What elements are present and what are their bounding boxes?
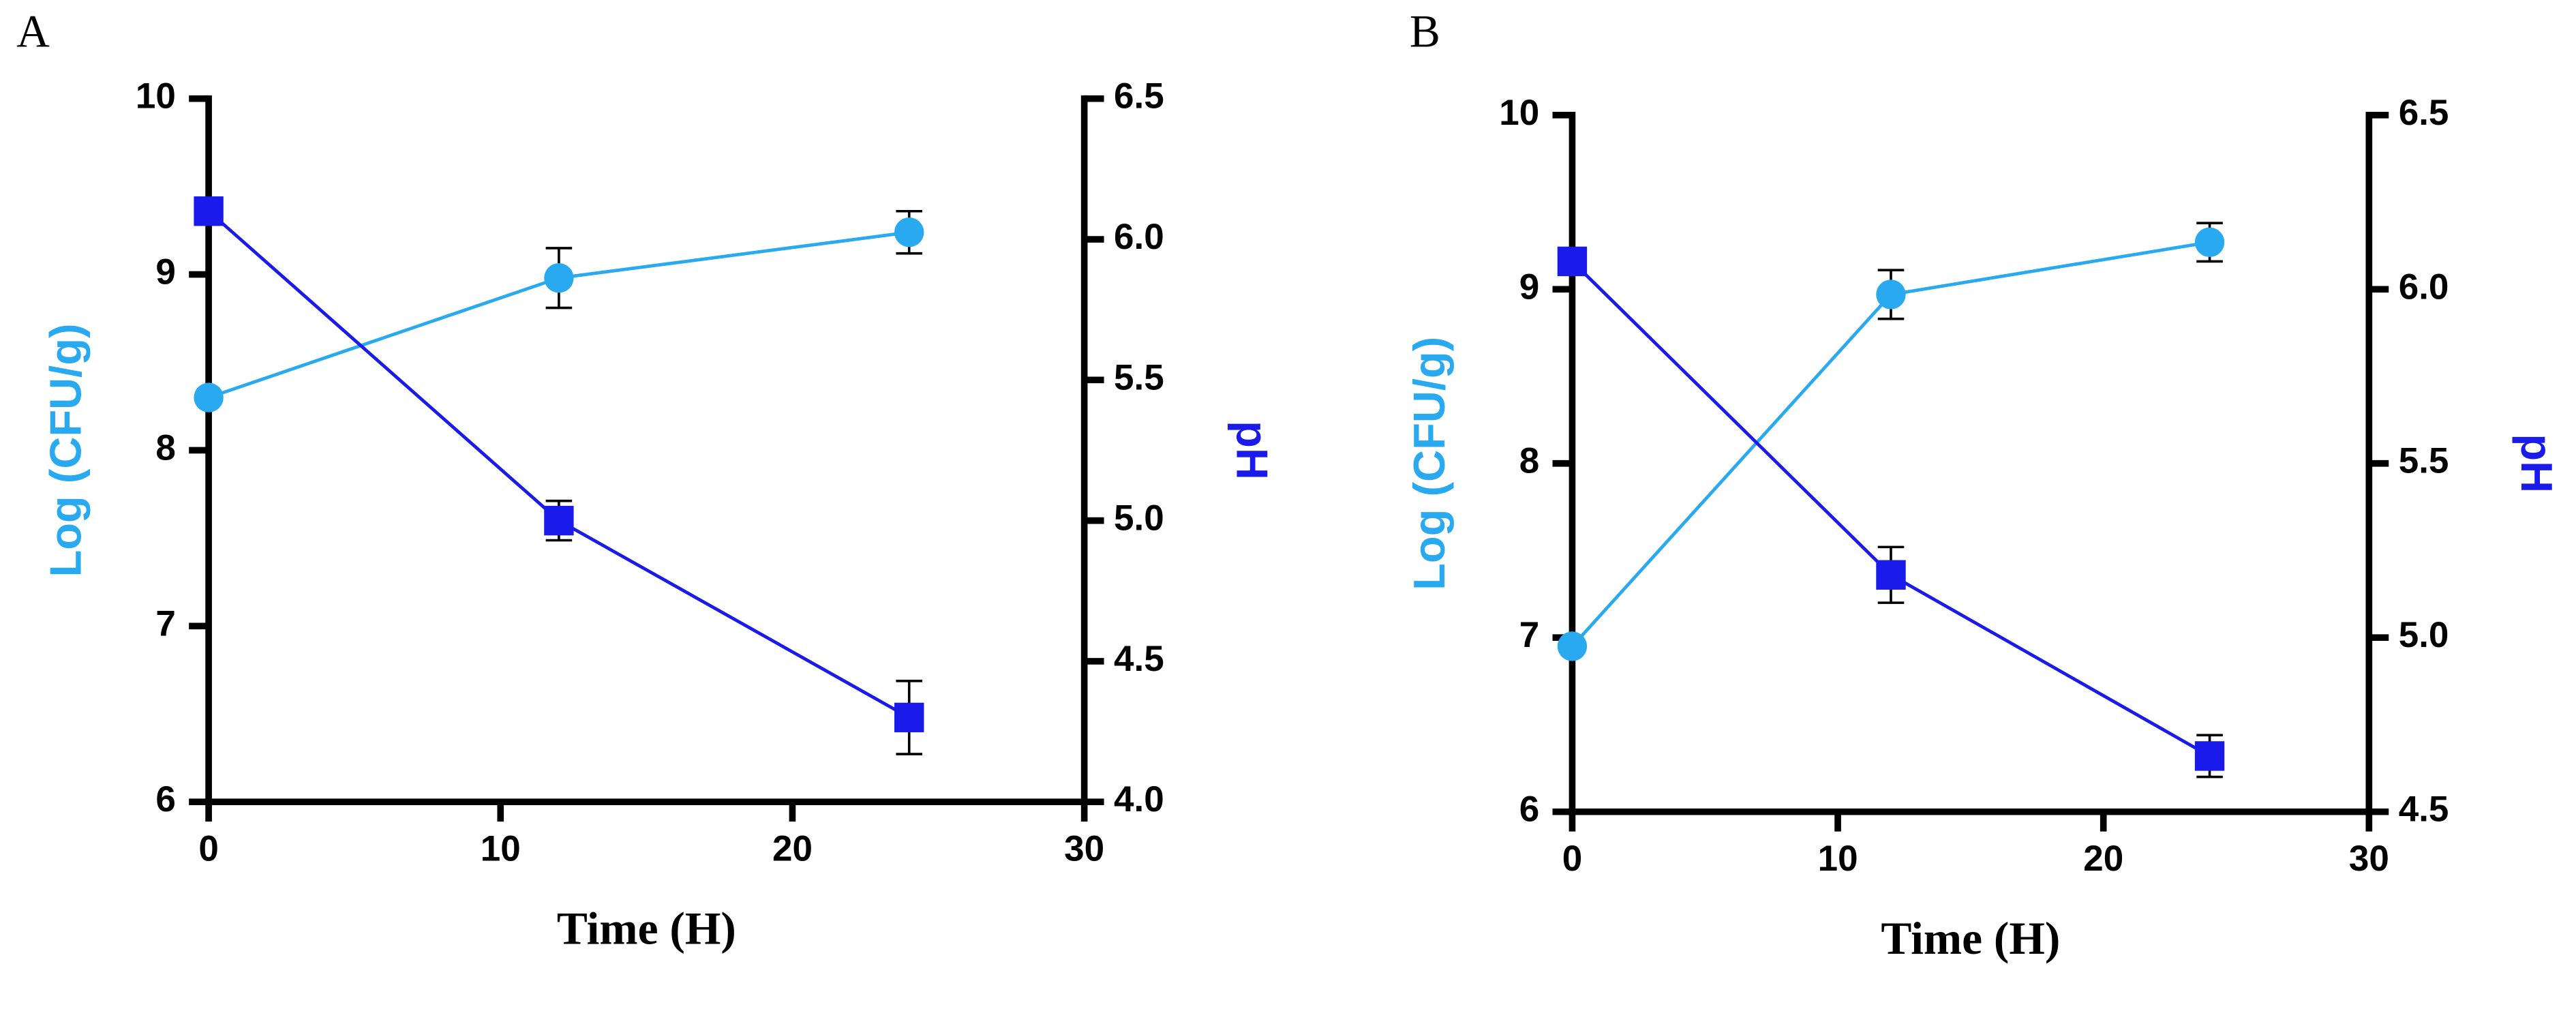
panel: A 0 10 20 30 6 7 8 9 10 4.0 4.5 5.0 5.5 6.0 6.5 Time (H)… bbox=[16, 6, 1277, 954]
y2-tick-label: 5.5 bbox=[2399, 441, 2449, 481]
y-tick-label: 10 bbox=[136, 76, 176, 117]
x-axis-title: Time (H) bbox=[1881, 913, 2060, 964]
panel-label: B bbox=[1410, 6, 1440, 57]
y-tick-label: 8 bbox=[1519, 441, 1540, 481]
y2-tick-label: 6.5 bbox=[2399, 93, 2449, 133]
y2-tick-label: 4.0 bbox=[1114, 779, 1164, 819]
y2-tick-label: 5.0 bbox=[1114, 498, 1164, 539]
x-tick-label: 30 bbox=[2349, 839, 2389, 879]
y2-tick-label: 5.5 bbox=[1114, 357, 1164, 397]
y-axis-title: Log (CFU/g) bbox=[1404, 337, 1454, 590]
marker bbox=[1557, 246, 1588, 277]
marker bbox=[194, 196, 224, 226]
marker bbox=[2194, 741, 2225, 771]
y-tick-label: 9 bbox=[1519, 267, 1540, 307]
x-tick-label: 10 bbox=[481, 829, 521, 869]
series-line bbox=[1571, 260, 2211, 758]
y-tick-label: 7 bbox=[155, 603, 175, 644]
x-tick-label: 0 bbox=[198, 829, 219, 869]
panel: B 0 10 20 30 6 7 8 9 10 4.5 5.0 5.5 6.0 6.5 Time (H) Log… bbox=[1404, 6, 2562, 964]
marker bbox=[2194, 227, 2225, 257]
marker bbox=[194, 382, 224, 412]
marker bbox=[544, 263, 574, 293]
y-tick-label: 6 bbox=[1519, 789, 1540, 830]
panel-label: A bbox=[16, 6, 50, 57]
marker bbox=[1557, 631, 1588, 661]
y2-tick-label: 6.0 bbox=[1114, 217, 1164, 257]
marker bbox=[1876, 280, 1906, 310]
y-tick-label: 7 bbox=[1519, 615, 1540, 655]
marker bbox=[1876, 560, 1906, 590]
x-tick-label: 20 bbox=[772, 829, 813, 869]
y2-tick-label: 5.0 bbox=[2399, 615, 2449, 655]
y-tick-label: 10 bbox=[1499, 93, 1539, 133]
y-tick-label: 8 bbox=[155, 427, 175, 468]
y-tick-label: 9 bbox=[155, 252, 175, 292]
y-axis-title: Log (CFU/g) bbox=[40, 323, 90, 577]
marker bbox=[894, 217, 924, 247]
x-tick-label: 0 bbox=[1562, 839, 1583, 879]
y2-tick-label: 4.5 bbox=[2399, 789, 2449, 830]
y2-tick-label: 6.5 bbox=[1114, 76, 1164, 117]
x-tick-label: 20 bbox=[2083, 839, 2123, 879]
x-axis-title: Time (H) bbox=[557, 903, 736, 954]
marker bbox=[894, 702, 924, 733]
y-tick-label: 6 bbox=[155, 779, 175, 819]
y2-tick-label: 6.0 bbox=[2399, 267, 2449, 307]
x-tick-label: 10 bbox=[1818, 839, 1858, 879]
y2-axis-title: pH bbox=[1227, 421, 1277, 480]
marker bbox=[544, 505, 574, 536]
x-tick-label: 30 bbox=[1064, 829, 1104, 869]
y2-axis-title: pH bbox=[2512, 434, 2562, 493]
y2-tick-label: 4.5 bbox=[1114, 639, 1164, 679]
